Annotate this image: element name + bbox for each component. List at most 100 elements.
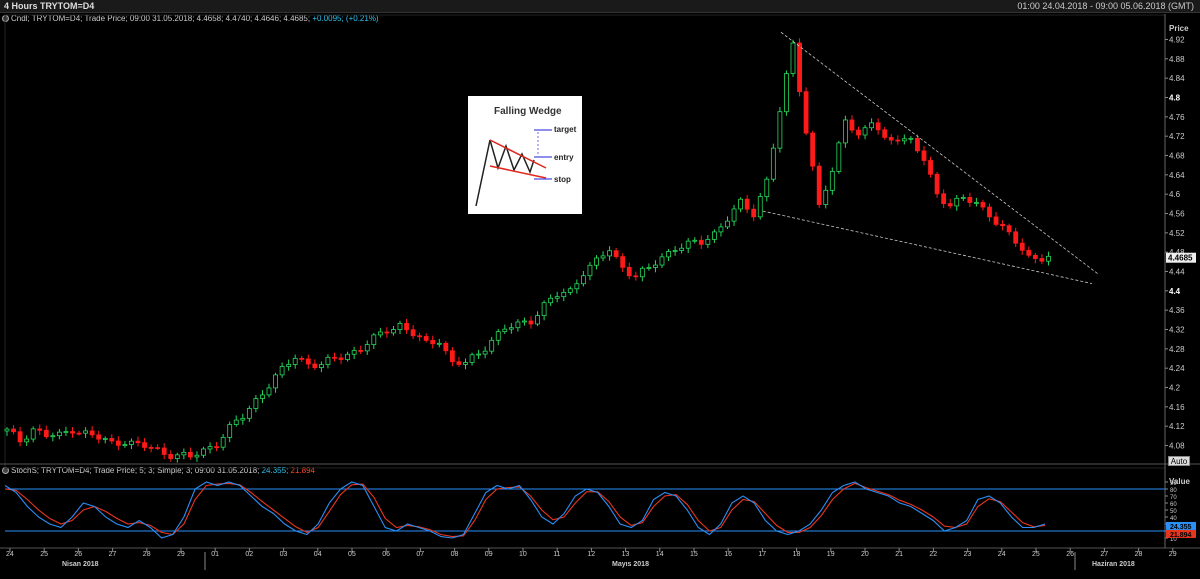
candle <box>456 361 462 365</box>
candle <box>895 139 901 142</box>
candle <box>299 357 305 360</box>
candle <box>43 429 49 438</box>
month-label: Haziran 2018 <box>1092 561 1135 568</box>
date-range: 01:00 24.04.2018 - 09:00 05.06.2018 (GMT… <box>1017 1 1194 11</box>
candle <box>705 239 711 245</box>
price-tick-label: 4.76 <box>1169 113 1185 122</box>
candle <box>515 321 521 329</box>
day-label: 23 <box>964 551 972 558</box>
candle <box>725 220 730 228</box>
candle <box>987 206 992 218</box>
inset-label-entry: entry <box>554 153 574 162</box>
price-tick-label: 4.44 <box>1169 268 1185 277</box>
candle <box>122 444 128 446</box>
candle <box>70 431 75 434</box>
upper-trendline <box>780 31 1099 275</box>
inset-title: Falling Wedge <box>494 106 562 117</box>
candle <box>508 327 514 330</box>
day-label: 24 <box>998 551 1006 558</box>
candle <box>980 202 986 208</box>
candle <box>1000 223 1005 227</box>
candle <box>941 193 947 205</box>
candle <box>109 438 115 442</box>
candle <box>712 231 717 240</box>
price-tick-label: 4.64 <box>1169 171 1185 180</box>
candle <box>698 239 704 245</box>
day-label: 04 <box>314 551 322 558</box>
candle <box>587 264 593 277</box>
day-label: 09 <box>485 551 493 558</box>
price-tick-label: 4.72 <box>1169 132 1185 141</box>
price-tick-label: 4.84 <box>1169 74 1185 83</box>
stoch-k-line <box>4 481 1046 539</box>
candle <box>974 202 979 204</box>
candle <box>89 430 95 436</box>
candle <box>482 350 488 355</box>
price-tick-label: 4.48 <box>1169 248 1185 257</box>
candle <box>790 42 796 74</box>
candle <box>829 171 835 191</box>
candle <box>882 129 888 138</box>
candle <box>161 447 167 455</box>
stoch-k-box <box>1166 521 1196 530</box>
last-price-label: 4.4685 <box>1168 254 1193 263</box>
candle <box>384 331 390 334</box>
stoch-legend-context: StochS; TRYTOM=D4; Trade Price; 5; 3; Si… <box>11 466 260 475</box>
candle <box>633 275 639 278</box>
month-label: Mayıs 2018 <box>612 561 649 568</box>
candle <box>934 173 940 195</box>
day-label: 25 <box>40 551 48 558</box>
candle <box>351 350 357 355</box>
price-tick-label: 4.2 <box>1169 384 1181 393</box>
candle <box>57 431 62 437</box>
candle <box>685 240 691 249</box>
candle <box>541 302 547 316</box>
inset-label-stop: stop <box>554 175 571 184</box>
price-tick-label: 4.28 <box>1169 345 1185 354</box>
price-tick-label: 4.4 <box>1169 287 1181 296</box>
candle <box>246 408 252 419</box>
candle <box>266 387 272 396</box>
candle <box>1039 258 1045 262</box>
candle <box>201 448 206 456</box>
candle <box>1019 242 1025 251</box>
candle <box>377 331 383 336</box>
candle <box>332 356 337 359</box>
day-label: 26 <box>74 551 82 558</box>
day-label: 25 <box>1032 551 1040 558</box>
price-legend-context: Cndl; TRYTOM=D4; Trade Price; 09:00 31.0… <box>11 14 311 23</box>
candle <box>869 122 874 129</box>
candle <box>24 438 30 443</box>
day-label: 22 <box>929 551 937 558</box>
candle <box>168 454 174 459</box>
candle <box>862 127 868 136</box>
candle <box>751 208 757 218</box>
candle <box>960 196 966 199</box>
candle <box>797 42 802 93</box>
candle <box>50 435 56 438</box>
candle <box>207 446 213 450</box>
stoch-tick-label: 60 <box>1170 502 1177 508</box>
candle <box>679 247 685 251</box>
candle <box>443 342 449 352</box>
candle <box>253 398 259 409</box>
candle <box>849 119 855 131</box>
candle <box>856 129 861 136</box>
candle <box>220 436 226 448</box>
day-label: 29 <box>177 551 185 558</box>
candle <box>600 255 606 259</box>
candle <box>639 267 645 278</box>
candle <box>358 350 364 352</box>
candle <box>915 137 920 152</box>
day-label: 14 <box>656 551 664 558</box>
stoch-k-label: 24.355 <box>1170 524 1192 531</box>
wedge-upper-line <box>489 139 547 169</box>
candle <box>83 430 88 434</box>
price-tick-label: 4.12 <box>1169 422 1185 431</box>
day-label: 10 <box>519 551 527 558</box>
auto-scale-button[interactable]: Auto <box>1168 456 1190 466</box>
candle <box>495 331 501 341</box>
candle <box>449 350 455 363</box>
candle <box>423 336 429 341</box>
